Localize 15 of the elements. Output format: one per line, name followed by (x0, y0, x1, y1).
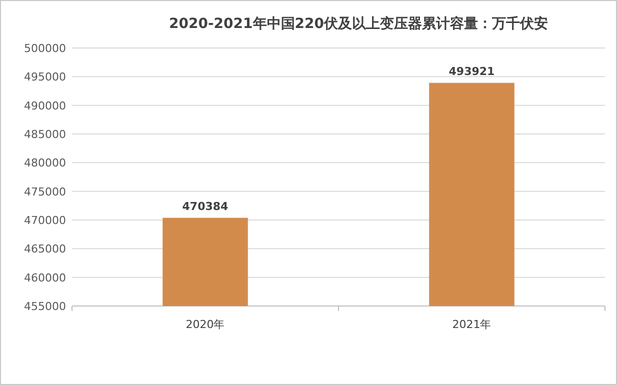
y-tick-label: 500000 (24, 42, 66, 55)
y-tick-label: 475000 (24, 185, 66, 198)
y-tick-label: 465000 (24, 242, 66, 256)
y-tick-label: 495000 (24, 70, 66, 84)
data-label: 470384 (182, 200, 229, 213)
x-tick-label: 2021年 (452, 318, 492, 331)
y-tick-label: 460000 (24, 271, 66, 284)
y-tick-label: 490000 (24, 99, 66, 112)
chart-title: 2020-2021年中国220伏及以上变压器累计容量：万千伏安 (169, 15, 548, 32)
y-tick-label: 470000 (24, 214, 66, 227)
data-label: 493921 (448, 64, 495, 78)
y-tick-label: 485000 (24, 128, 66, 141)
x-tick-label: 2020年 (186, 318, 225, 331)
y-tick-label: 455000 (24, 300, 66, 313)
y-tick-label: 480000 (24, 156, 66, 170)
